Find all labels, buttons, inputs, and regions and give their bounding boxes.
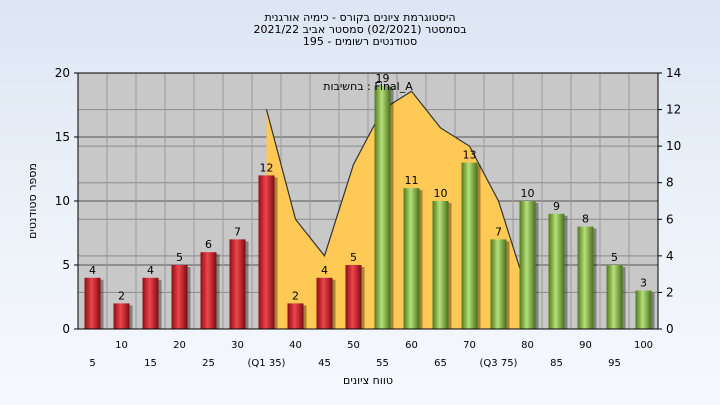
x-axis-label: טווח ציונים — [343, 374, 393, 387]
bar-value-label: 2 — [292, 289, 299, 302]
bar — [577, 226, 594, 329]
x-tick-label: 60 — [405, 340, 418, 351]
bar-value-label: 5 — [611, 251, 618, 264]
bar-value-label: 10 — [434, 187, 448, 200]
bar-value-label: 4 — [89, 264, 96, 277]
bar-value-label: 11 — [405, 174, 419, 187]
bar — [374, 85, 391, 329]
bar-value-label: 9 — [553, 200, 560, 213]
bar-value-label: 12 — [260, 161, 274, 174]
bar-value-label: 5 — [350, 251, 357, 264]
bar-value-label: 8 — [582, 213, 589, 226]
bar — [142, 277, 159, 329]
x-tick-label: 95 — [608, 358, 621, 369]
x-tick-label: 50 — [347, 340, 360, 351]
bar — [606, 265, 623, 329]
y-tick-label: 0 — [62, 322, 70, 336]
bar — [287, 303, 304, 329]
bar-value-label: 4 — [147, 264, 154, 277]
bar — [84, 277, 101, 329]
y-tick-label: 15 — [55, 130, 70, 144]
bar-value-label: 13 — [463, 149, 477, 162]
x-tick-label: 45 — [318, 358, 331, 369]
x-tick-label: 30 — [231, 340, 244, 351]
x-tick-label: 40 — [289, 340, 302, 351]
x-tick-label: 5 — [89, 358, 95, 369]
bar — [548, 213, 565, 329]
x-tick-label: 85 — [550, 358, 563, 369]
y2-tick-label: 0 — [666, 322, 674, 336]
y2-tick-label: 10 — [666, 139, 681, 153]
chart-annotation: בחשיבות : Final_A — [323, 80, 413, 93]
x-tick-label: 70 — [463, 340, 476, 351]
bar-series: 4 2 4 5 6 7 12 2 4 5 19 11 10 13 7 10 9 8 5 3 — [84, 72, 655, 329]
bar — [519, 201, 536, 329]
x-tick-label: 55 — [376, 358, 389, 369]
x-tick-label: 20 — [173, 340, 186, 351]
y2-tick-label: 12 — [666, 103, 681, 117]
y-tick-label: 5 — [62, 258, 70, 272]
bar-value-label: 6 — [205, 238, 212, 251]
bar — [171, 265, 188, 329]
x-tick-label: 10 — [115, 340, 128, 351]
x-tick-label: 90 — [579, 340, 592, 351]
x-tick-label: 25 — [202, 358, 215, 369]
bar-value-label: 7 — [495, 225, 502, 238]
y2-tick-label: 2 — [666, 285, 674, 299]
bar — [113, 303, 130, 329]
y-axis-label: מספר סטודנטים — [26, 163, 39, 239]
bar — [229, 239, 246, 329]
bar-value-label: 19 — [376, 72, 390, 85]
bar — [258, 175, 275, 329]
bar — [403, 188, 420, 329]
bar-value-label: 10 — [521, 187, 535, 200]
y-tick-label: 10 — [55, 194, 70, 208]
y2-tick-label: 6 — [666, 212, 674, 226]
bar-value-label: 4 — [321, 264, 328, 277]
bar-value-label: 3 — [640, 277, 647, 290]
bar-value-label: 2 — [118, 289, 125, 302]
bar-value-label: 7 — [234, 225, 241, 238]
bar — [316, 277, 333, 329]
bar — [432, 201, 449, 329]
bar — [635, 290, 652, 329]
chart-title-line3: סטודנטים רשומים - 195 — [302, 35, 418, 48]
y2-tick-label: 14 — [666, 66, 681, 80]
bar — [461, 162, 478, 329]
x-tick-label: 15 — [144, 358, 157, 369]
bar — [345, 265, 362, 329]
x-tick-label: (Q1 35) — [248, 358, 286, 369]
y2-tick-label: 4 — [666, 249, 674, 263]
chart-title-line2: בסמסטר (02/2021) סמסטר אביב 2021/22 — [253, 23, 467, 36]
x-tick-label: (Q3 75) — [480, 358, 518, 369]
area-series-outline — [265, 90, 529, 293]
x-tick-label: 80 — [521, 340, 534, 351]
bar — [490, 239, 507, 329]
x-tick-label: 100 — [634, 340, 653, 351]
bar — [200, 252, 217, 329]
bar-value-label: 5 — [176, 251, 183, 264]
y2-tick-label: 8 — [666, 176, 674, 190]
chart-title-line1: היסטוגרמת ציונים בקורס - כימיה אורגנית — [264, 11, 456, 24]
y-tick-label: 20 — [55, 66, 70, 80]
x-tick-label: 65 — [434, 358, 447, 369]
